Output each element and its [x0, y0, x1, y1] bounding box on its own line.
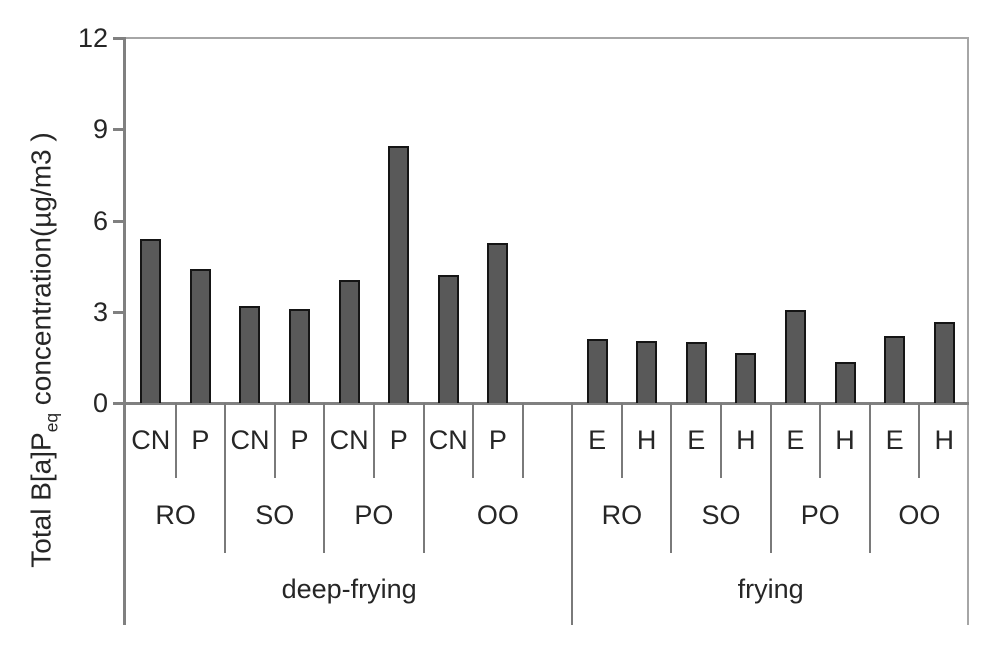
condition-label-frying-OO-H: H: [934, 425, 954, 455]
bar-deep-frying-SO-P: [289, 308, 311, 403]
bar-frying-RO-E: [586, 339, 608, 403]
y-axis-title-suffix: concentration(µg/m3 ): [25, 132, 57, 413]
bar-deep-frying-OO-P: [487, 243, 509, 403]
y-tick-3: [113, 310, 126, 314]
condition-label-frying-RO-H: H: [636, 425, 657, 455]
bar-frying-SO-H: [735, 352, 757, 403]
condition-label-frying-PO-E: E: [786, 425, 805, 455]
condition-label-deep-frying-RO-P: P: [191, 425, 210, 455]
condition-label-deep-frying-RO-CN: CN: [131, 425, 171, 455]
condition-label-deep-frying-SO-CN: CN: [230, 425, 270, 455]
condition-label-deep-frying-SO-P: P: [290, 425, 309, 455]
y-tick-0: [113, 402, 126, 405]
x-axis-divider: [422, 403, 425, 553]
x-axis-divider: [720, 403, 723, 478]
x-axis-line: [113, 402, 969, 405]
bar-deep-frying-OO-CN: [437, 275, 459, 403]
x-axis-divider: [868, 403, 871, 553]
y-tick-label-6: 6: [92, 205, 108, 236]
bar-frying-PO-H: [834, 361, 856, 403]
x-axis-divider: [174, 403, 177, 478]
condition-label-frying-PO-H: H: [835, 425, 855, 455]
x-axis-divider: [472, 403, 475, 478]
condition-label-deep-frying-PO-CN: CN: [329, 425, 369, 455]
y-tick-6: [113, 219, 126, 223]
x-axis-divider: [620, 403, 623, 478]
method-label-frying: frying: [737, 573, 804, 604]
y-axis-line: [123, 38, 126, 625]
y-tick-label-3: 3: [92, 296, 108, 327]
bar-frying-PO-E: [784, 310, 806, 403]
oil-label-deep-frying-OO: OO: [476, 500, 519, 530]
oil-label-frying-RO: RO: [601, 500, 643, 530]
x-axis-divider: [521, 403, 524, 478]
y-tick-label-0: 0: [92, 388, 108, 418]
y-tick-label-12: 12: [77, 23, 108, 53]
plot-border-top: [126, 37, 969, 39]
x-axis-divider: [819, 403, 822, 478]
condition-label-frying-SO-E: E: [687, 425, 706, 455]
oil-label-deep-frying-RO: RO: [155, 500, 196, 530]
condition-label-frying-OO-E: E: [885, 425, 904, 455]
x-axis-divider: [273, 403, 276, 478]
condition-label-frying-SO-H: H: [736, 425, 756, 455]
oil-label-frying-OO: OO: [898, 500, 941, 530]
bar-deep-frying-PO-CN: [338, 279, 360, 403]
bar-deep-frying-RO-P: [189, 269, 211, 403]
condition-label-deep-frying-OO-P: P: [488, 425, 507, 455]
x-axis-divider: [670, 403, 673, 553]
y-axis-title: Total B[a]Peq concentration(µg/m3 ): [26, 132, 63, 567]
oil-label-deep-frying-PO: PO: [354, 500, 394, 530]
bar-deep-frying-PO-P: [388, 145, 410, 403]
bar-deep-frying-SO-CN: [239, 305, 261, 403]
bar-frying-RO-H: [636, 340, 658, 403]
condition-label-deep-frying-PO-P: P: [389, 425, 408, 455]
x-axis-divider: [918, 403, 921, 478]
x-axis-divider: [224, 403, 227, 553]
y-tick-9: [113, 128, 126, 132]
x-axis-divider: [372, 403, 375, 478]
x-axis-divider: [769, 403, 772, 553]
bar-frying-OO-H: [933, 322, 955, 403]
plot-border-right: [967, 37, 969, 625]
oil-label-frying-SO: SO: [701, 500, 741, 530]
condition-label-deep-frying-OO-CN: CN: [428, 425, 468, 455]
condition-label-frying-RO-E: E: [588, 425, 607, 455]
bar-frying-SO-E: [685, 342, 707, 403]
x-axis-divider: [571, 403, 574, 625]
bar-deep-frying-RO-CN: [140, 238, 162, 403]
oil-label-frying-PO: PO: [800, 500, 840, 530]
oil-label-deep-frying-SO: SO: [255, 500, 295, 530]
x-axis-divider: [323, 403, 326, 553]
method-label-deep-frying: deep-frying: [281, 573, 417, 604]
y-tick-label-9: 9: [92, 114, 108, 145]
y-axis-title-prefix: Total B[a]P: [25, 432, 57, 568]
bar-frying-OO-E: [884, 336, 906, 403]
y-tick-12: [113, 37, 126, 40]
